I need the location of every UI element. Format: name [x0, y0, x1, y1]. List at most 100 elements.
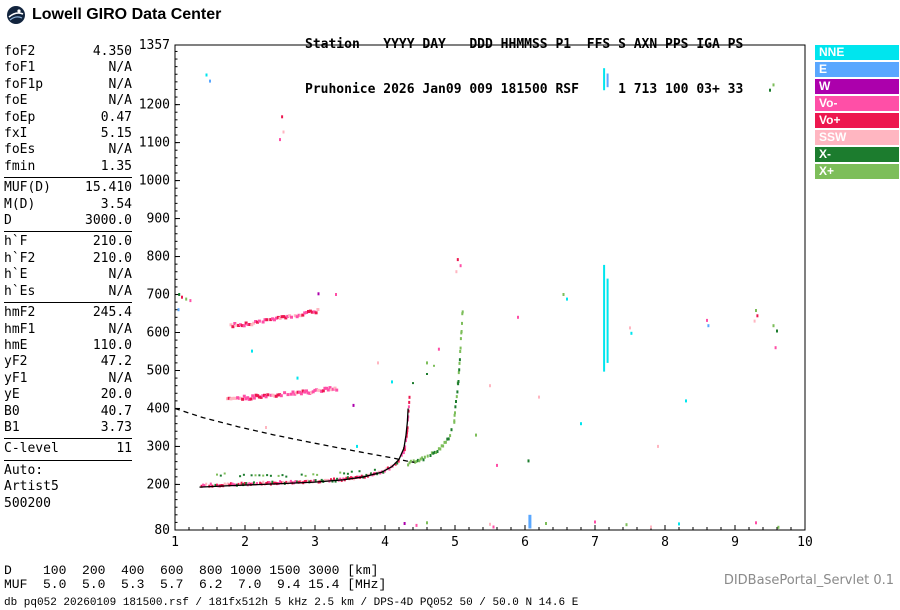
echo-F-2hop — [236, 396, 240, 400]
param-row: 500200 — [4, 496, 132, 512]
echo-F-3hop — [280, 315, 284, 319]
echo-F-1hop-O-main — [266, 481, 269, 485]
noise-echo — [755, 309, 757, 312]
giro-logo-icon — [6, 5, 26, 25]
echo-F-1hop-X-asymptote — [455, 395, 458, 399]
echo-F-2hop — [227, 396, 231, 400]
noise-echo — [657, 444, 659, 448]
param-label: yE — [4, 387, 20, 403]
echo-F-1hop-X-knee — [440, 444, 443, 448]
noise-echo — [545, 522, 547, 525]
echo-F-2hop — [257, 395, 261, 399]
station-header: Station YYYY DAY DDD HHMMSS P1 FFS S AXN… — [305, 7, 743, 112]
legend-item-vo: Vo- — [815, 96, 899, 111]
echo-F-1hop-O-main — [203, 484, 206, 488]
echo-F-3hop — [231, 325, 235, 329]
param-label: hmE — [4, 337, 28, 353]
echo-F-1hop-O-main — [200, 484, 203, 488]
echo-F-1hop-O-main — [226, 482, 229, 486]
noise-echo — [685, 399, 687, 403]
param-label: B1 — [4, 419, 20, 435]
noise-echo — [562, 293, 565, 296]
y-tick-label: 1200 — [139, 98, 170, 113]
y-tick-label: 700 — [147, 288, 170, 303]
param-value: 210.0 — [92, 234, 132, 250]
echo-F-1hop-X-knee — [418, 459, 421, 463]
echo-F-1hop-X-low — [269, 474, 272, 477]
echo-F-1hop-X-knee — [432, 451, 435, 455]
echo-F-3hop — [248, 323, 252, 326]
param-section: h`F 210.0 h`F2 210.0 h`E N/A h`Es N/A — [4, 234, 132, 304]
interference-strip — [606, 73, 609, 88]
param-row: foF1 N/A — [4, 60, 132, 76]
echo-F-1hop-O-main — [305, 479, 308, 483]
param-label: 500200 — [4, 495, 51, 511]
echo-F-3hop — [246, 323, 250, 326]
param-value: 40.7 — [100, 403, 132, 419]
param-row: h`F2 210.0 — [4, 251, 132, 267]
param-row: hmF2 245.4 — [4, 305, 132, 321]
echo-F-1hop-X-asymptote — [453, 419, 456, 423]
echo-F-1hop-O-main — [339, 477, 342, 481]
interference-strip — [606, 278, 609, 363]
echo-F-3hop — [310, 310, 314, 314]
echo-F-2hop — [299, 392, 303, 396]
param-value: 3000.0 — [85, 213, 132, 229]
param-row: hmE 110.0 — [4, 338, 132, 354]
noise-echo — [756, 314, 759, 318]
echo-F-1hop-X-knee — [426, 454, 429, 458]
echo-F-2hop — [286, 393, 290, 397]
echo-F-3hop — [284, 316, 288, 320]
param-label: h`E — [4, 267, 28, 283]
echo-F-2hop — [326, 388, 330, 392]
param-row: B0 40.7 — [4, 404, 132, 420]
echo-F-1hop-X-asymptote — [459, 346, 462, 350]
param-value: N/A — [108, 142, 132, 158]
servlet-version-label: DIDBasePortal_Servlet 0.1 — [723, 573, 894, 588]
echo-F-1hop-X-low — [285, 475, 288, 478]
echo-F-2hop — [259, 395, 263, 399]
echo-F-1hop-X-asymptote — [454, 405, 457, 409]
echo-F-2hop — [226, 397, 229, 401]
echo-F-2hop — [232, 396, 236, 400]
echo-F-3hop — [307, 310, 310, 313]
echo-F-1hop-O-main — [214, 483, 217, 487]
param-label: foE — [4, 93, 28, 109]
legend-item-x: X+ — [815, 164, 899, 179]
param-row: Artist5 — [4, 479, 132, 495]
echo-F-2hop — [239, 396, 243, 400]
echo-F-1hop-O-main — [243, 482, 246, 485]
echo-F-1hop-X-low — [339, 471, 342, 474]
echo-F-1hop-O-main — [248, 482, 251, 486]
echo-F-3hop — [235, 323, 239, 327]
echo-F-1hop-O-main — [342, 477, 345, 481]
noise-echo — [317, 292, 320, 296]
param-row: h`E N/A — [4, 267, 132, 283]
echo-F-3hop — [274, 316, 278, 320]
echo-F-2hop — [246, 396, 250, 400]
echo-F-1hop-X-low — [300, 473, 303, 476]
echo-F-2hop — [311, 390, 315, 394]
x-tick-label: 2 — [241, 535, 249, 550]
noise-echo — [650, 525, 652, 529]
noise-echo — [706, 318, 708, 322]
echo-F-1hop-O-main — [288, 480, 291, 484]
echo-F-1hop-O-main — [323, 478, 326, 482]
noise-echo — [772, 83, 775, 87]
noise-echo — [594, 520, 596, 524]
y-tick-label: 400 — [147, 401, 170, 416]
echo-F-1hop-O-asymptote — [406, 431, 408, 435]
param-row: B1 3.73 — [4, 420, 132, 436]
echo-F-1hop-O-main — [325, 478, 328, 482]
echo-F-1hop-O-main — [365, 473, 368, 477]
echo-F-1hop-X-low — [350, 470, 353, 473]
echo-F-2hop — [264, 395, 268, 399]
param-row: C-level 11 — [4, 441, 132, 457]
echo-F-3hop — [293, 314, 297, 318]
noise-echo — [566, 297, 568, 301]
echo-F-2hop — [274, 394, 278, 398]
echo-F-1hop-O-main — [333, 477, 335, 481]
echo-F-2hop — [252, 396, 256, 400]
echo-F-1hop-X-asymptote — [457, 382, 460, 386]
